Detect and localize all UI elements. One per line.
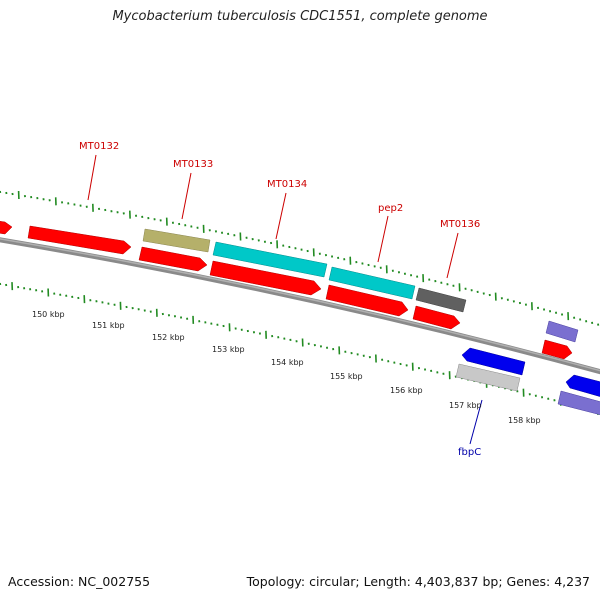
kbp-label: 152 kbp: [152, 333, 185, 342]
cds-arrow[interactable]: [0, 221, 13, 235]
kbp-label: 151 kbp: [92, 321, 125, 330]
kbp-label: 156 kbp: [390, 386, 423, 395]
label-leaders: [87, 154, 483, 445]
feature-lilac-2[interactable]: [557, 390, 600, 416]
genome-backbone: [0, 237, 600, 375]
gene-label-fbpc: fbpC: [458, 447, 481, 458]
map-title: Mycobacterium tuberculosis CDC1551, comp…: [112, 9, 488, 24]
feature-mt0133[interactable]: [142, 228, 211, 253]
cds-arrow-mt0134[interactable]: [209, 260, 322, 296]
cds-arrow-right[interactable]: [541, 339, 573, 360]
outer-tick-ring: [0, 190, 600, 326]
cds-arrow-mt0133[interactable]: [138, 246, 208, 272]
feature-mt0136[interactable]: [415, 287, 467, 313]
accession-text: Accession: NC_002755: [8, 574, 151, 589]
kbp-label: 150 kbp: [32, 310, 65, 319]
genome-backbone-highlight: [0, 238, 600, 372]
gene-label-pep2: pep2: [378, 203, 403, 214]
cds-arrow-pep2[interactable]: [325, 284, 409, 317]
cds-arrow-mt0136[interactable]: [412, 305, 461, 330]
feature-blue-reverse-2[interactable]: [565, 374, 600, 398]
gene-label-mt0133: MT0133: [173, 159, 213, 170]
cds-arrow-mt0132[interactable]: [27, 225, 132, 255]
topology-text: Topology: circular; Length: 4,403,837 bp…: [246, 574, 590, 589]
kbp-label: 155 kbp: [330, 372, 363, 381]
feature-blue-reverse[interactable]: [461, 347, 526, 376]
gene-label-mt0132: MT0132: [79, 141, 119, 152]
gene-label-mt0136: MT0136: [440, 219, 480, 230]
feature-lilac-1[interactable]: [545, 320, 579, 343]
kbp-label: 157 kbp: [449, 401, 482, 410]
gene-label-mt0134: MT0134: [267, 179, 307, 190]
feature-fbpc[interactable]: [455, 363, 521, 392]
kbp-label: 158 kbp: [508, 416, 541, 425]
kbp-label: 154 kbp: [271, 358, 304, 367]
kbp-label: 153 kbp: [212, 345, 245, 354]
feature-pep2[interactable]: [328, 266, 416, 300]
feature-track: [0, 221, 600, 416]
feature-mt0134[interactable]: [212, 241, 328, 278]
gene-labels: MT0132 MT0133 MT0134 pep2 MT0136 fbpC: [79, 141, 481, 458]
kbp-labels: 150 kbp 151 kbp 152 kbp 153 kbp 154 kbp …: [32, 310, 541, 425]
